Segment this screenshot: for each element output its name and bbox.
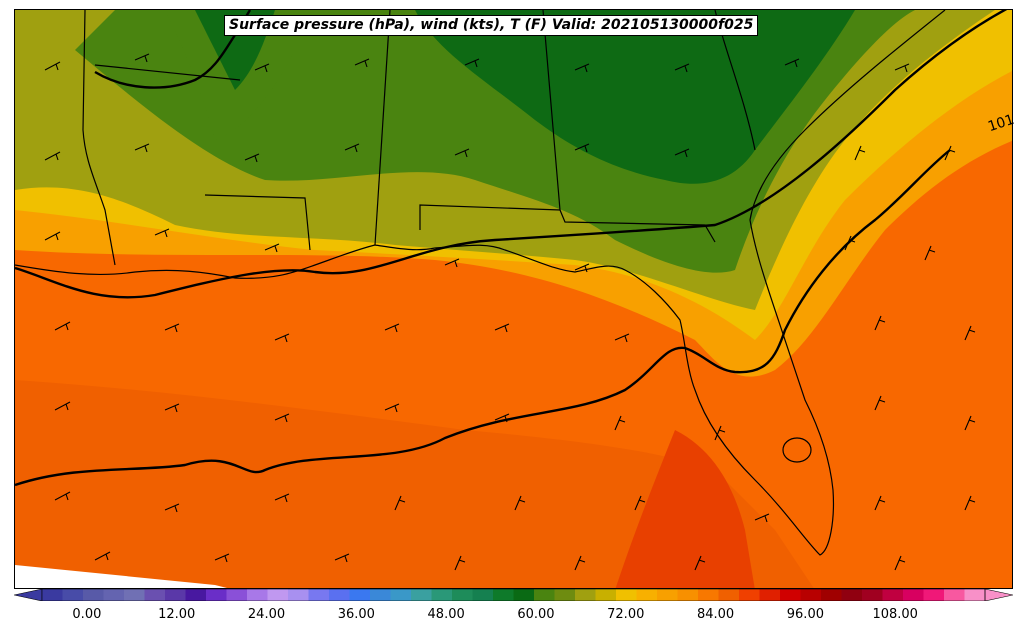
- state-border-fl-ga: [559, 209, 716, 243]
- colorbar-segment: [226, 589, 248, 601]
- wind-barb-row-6: [54, 491, 976, 523]
- colorbar-border: [41, 589, 986, 601]
- isobar-south: [15, 149, 951, 487]
- colorbar-segment: [390, 589, 412, 601]
- colorbar-segment: [554, 589, 576, 601]
- colorbar-tick-label: 84.00: [696, 607, 735, 622]
- isobar-north: [94, 10, 252, 89]
- wind-barb-row-5: [54, 395, 976, 441]
- colorbar-segment: [882, 589, 904, 601]
- colorbar-segment: [513, 589, 535, 601]
- colorbar-segment: [903, 589, 924, 601]
- colorbar-segment: [452, 589, 473, 601]
- colorbar-segment: [944, 589, 965, 601]
- colorbar-max-extend: [984, 589, 1013, 601]
- temperature-colorbar: [14, 589, 1013, 601]
- temperature-fill-coolest-band: [415, 10, 855, 184]
- colorbar-segment: [349, 589, 371, 601]
- colorbar-segment: [616, 589, 637, 601]
- lake-okeechobee: [782, 437, 812, 463]
- weather-map: [14, 9, 1013, 589]
- colorbar-segment: [780, 589, 801, 601]
- colorbar-segment: [821, 589, 842, 601]
- colorbar-tick-label: 96.00: [786, 607, 824, 622]
- wind-barb-row-2: [44, 143, 956, 163]
- colorbar-segment: [657, 589, 678, 601]
- pressure-contours: [15, 10, 1008, 487]
- colorbar-tick-label: 36.00: [337, 607, 375, 622]
- colorbar-segment: [83, 589, 104, 601]
- state-border-al-fl: [419, 10, 561, 230]
- colorbar-segment: [288, 589, 309, 601]
- colorbar-segment: [534, 589, 555, 601]
- colorbar-segment: [431, 589, 453, 601]
- colorbar-segment: [800, 589, 822, 601]
- colorbar-segment: [862, 589, 883, 601]
- colorbar-segment: [370, 589, 391, 601]
- colorbar-segment: [185, 589, 207, 601]
- state-border-tx-la: [82, 10, 116, 266]
- colorbar-segment: [247, 589, 268, 601]
- colorbar-tick-label: 108.00: [872, 607, 918, 622]
- colorbar-segment: [144, 589, 166, 601]
- wind-barb-row-4: [54, 315, 976, 343]
- colorbar-segment: [42, 589, 63, 601]
- colorbar-segment: [329, 589, 350, 601]
- colorbar-segment: [759, 589, 781, 601]
- temperature-fill-warm-band: [15, 380, 814, 588]
- colorbar-segment: [964, 589, 986, 601]
- colorbar-segment: [841, 589, 863, 601]
- colorbar-segment: [165, 589, 186, 601]
- nodata-corner: [15, 565, 227, 588]
- colorbar-segment: [124, 589, 145, 601]
- colorbar-segment: [575, 589, 596, 601]
- colorbar-tick-label: 24.00: [247, 607, 286, 622]
- colorbar-segment: [493, 589, 514, 601]
- colorbar-min-extend: [14, 589, 43, 601]
- colorbar-tick-label: 60.00: [517, 607, 555, 622]
- colorbar-segment: [595, 589, 617, 601]
- colorbar-segment: [739, 589, 760, 601]
- map-canvas: [15, 10, 1012, 588]
- colorbar-segment: [308, 589, 330, 601]
- temperature-fill-hot-band: [615, 430, 755, 588]
- state-border-la-ms: [204, 194, 311, 251]
- colorbar-tick-label: 0.00: [72, 607, 102, 622]
- state-border-ms-al: [374, 10, 391, 246]
- colorbar-segment: [411, 589, 432, 601]
- colorbar-segment: [636, 589, 658, 601]
- colorbar-segment: [718, 589, 740, 601]
- colorbar-segment: [62, 589, 84, 601]
- state-border-ar: [94, 64, 241, 81]
- wind-barb-row-1: [44, 53, 910, 73]
- colorbar-segment: [206, 589, 227, 601]
- colorbar-segment: [923, 589, 945, 601]
- colorbar-segment: [267, 589, 289, 601]
- isobar-central: [15, 10, 1008, 299]
- map-title: Surface pressure (hPa), wind (kts), T (F…: [224, 15, 759, 36]
- colorbar-segment: [103, 589, 125, 601]
- wind-barb-row-7: [94, 551, 906, 571]
- colorbar-tick-label: 12.00: [158, 607, 196, 622]
- wind-barb-row-3: [44, 228, 936, 273]
- colorbar-segment: [677, 589, 699, 601]
- colorbar-tick-label: 48.00: [427, 607, 465, 622]
- colorbar-segment: [698, 589, 719, 601]
- colorbar-segment: [472, 589, 494, 601]
- wind-barbs: [44, 53, 976, 571]
- colorbar-tick-label: 72.00: [607, 607, 645, 622]
